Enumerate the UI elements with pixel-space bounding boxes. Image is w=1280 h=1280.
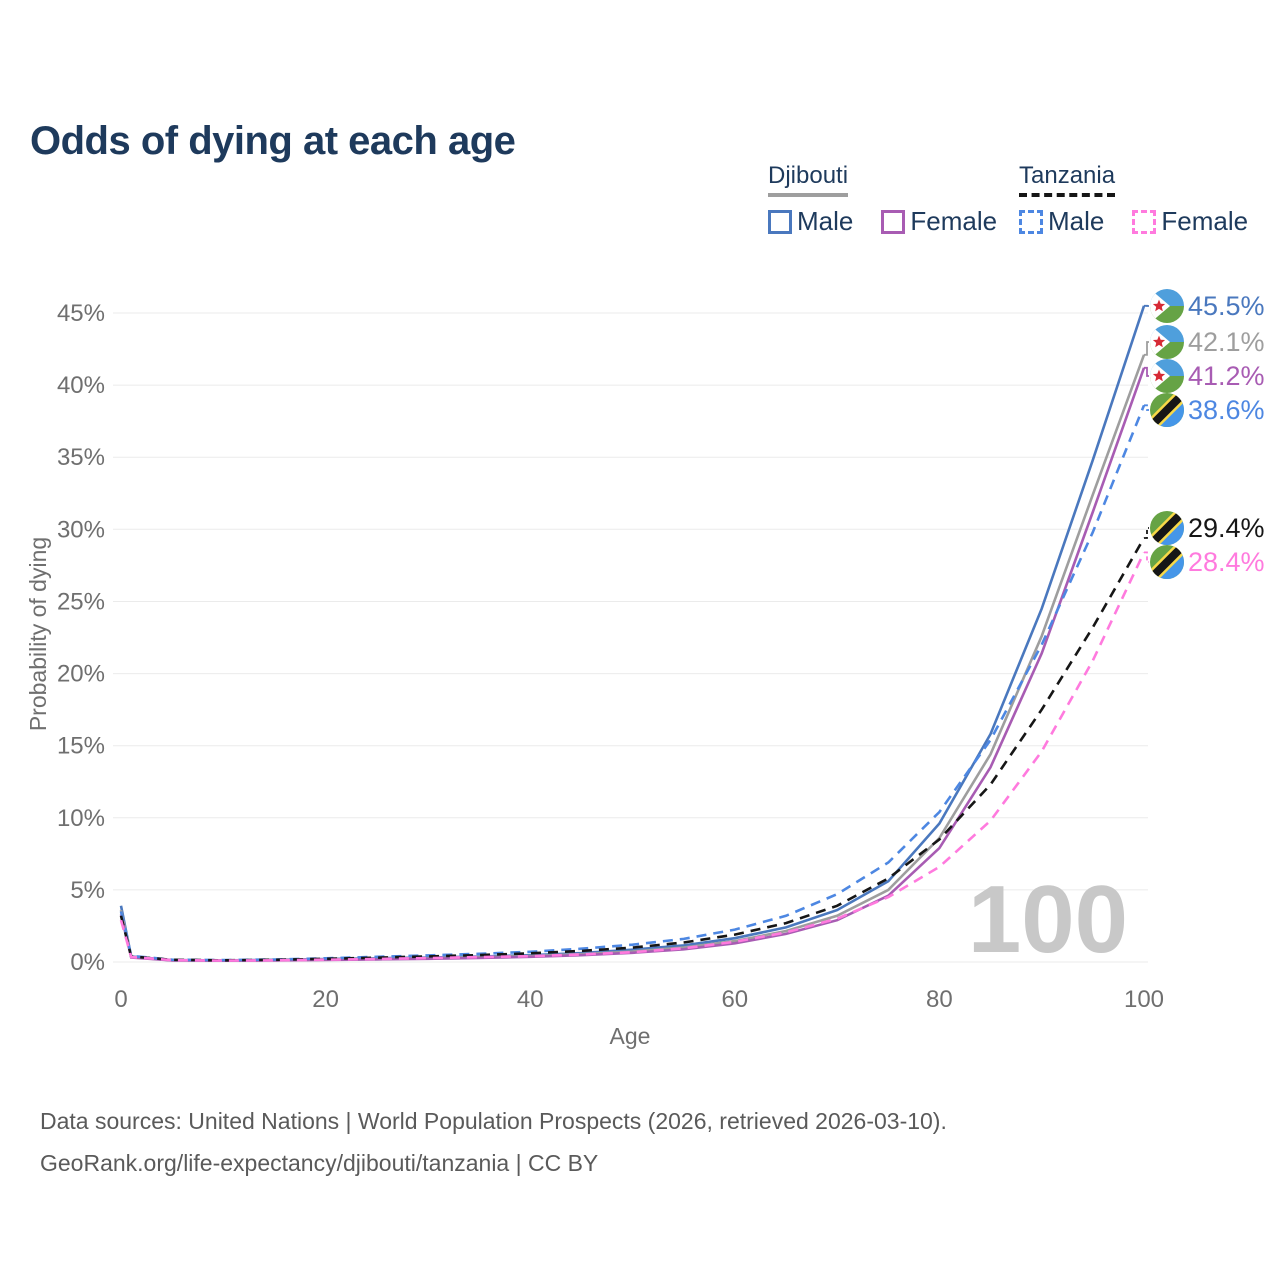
series-line-tanzania-female [119,551,1146,962]
legend-country-tanzania: Tanzania [1019,162,1116,197]
x-tick-0: 0 [114,986,127,1013]
legend-group-tanzania: Tanzania Male Female [1019,162,1276,237]
chart-title: Odds of dying at each age [30,118,516,163]
mortality-line-chart: 0% 5% 10% 15% 20% 25% 30% 35% 40% 45% 0 20 40 60 80 100… [25,289,1265,1049]
y-tick-20pct: 20% [57,661,105,688]
end-connector-djibouti-both [1144,341,1149,356]
legend-item-djibouti-male[interactable]: Male [768,206,853,237]
djibouti-male-swatch-icon [768,209,792,234]
y-axis-title: Probability of dying [25,537,51,731]
end-connector-djibouti-female [1144,366,1149,377]
end-connector-tanzania-male [1144,404,1149,411]
y-tick-0pct: 0% [70,949,105,976]
attribution-text: GeoRank.org/life-expectancy/djibouti/tan… [40,1150,599,1176]
djibouti-flag-icon [1150,325,1184,359]
end-label-djibouti-male: 45.5% [1188,291,1265,321]
end-label-tanzania-both: 29.4% [1188,513,1265,543]
series-line-djibouti-male [119,305,1146,962]
legend-label-djibouti-female: Female [910,206,998,236]
x-tick-80: 80 [926,986,953,1013]
djibouti-flag-icon [1150,289,1184,323]
grid-layer: 0% 5% 10% 15% 20% 25% 30% 35% 40% 45% 0 20 40 60 80 100 [57,300,1164,1013]
x-tick-100: 100 [1124,986,1164,1013]
tanzania-flag-icon [1150,545,1184,579]
legend-group-djibouti: Djibouti Male Female [768,162,1025,237]
legend-item-tanzania-male[interactable]: Male [1019,206,1104,237]
legend-label-djibouti-male: Male [797,206,854,236]
series-layer [119,305,1146,963]
end-connector-tanzania-both [1144,527,1149,539]
djibouti-female-swatch-icon [881,209,906,234]
end-label-djibouti-both: 42.1% [1188,327,1265,357]
legend-label-tanzania-male: Male [1048,206,1105,236]
legend-item-tanzania-female[interactable]: Female [1132,206,1248,237]
y-tick-10pct: 10% [57,805,105,832]
tanzania-flag-icon [1150,393,1184,427]
end-label-tanzania-female: 28.4% [1188,547,1265,577]
end-label-tanzania-male: 38.6% [1188,395,1265,425]
legend-item-djibouti-female[interactable]: Female [881,206,997,237]
legend-label-tanzania-female: Female [1161,206,1249,236]
y-tick-15pct: 15% [57,733,105,760]
end-connector-tanzania-female [1144,551,1149,563]
x-tick-20: 20 [312,986,339,1013]
y-tick-30pct: 30% [57,516,105,543]
legend-items-djibouti: Male Female [768,206,1025,237]
data-sources-text: Data sources: United Nations | World Pop… [40,1108,947,1134]
x-axis-title: Age [610,1023,651,1049]
legend-items-tanzania: Male Female [1019,206,1276,237]
end-label-layer: 45.5% 42.1% 41.2% 38.6% 29.4% 28.4% [1144,289,1265,579]
tanzania-male-swatch-icon [1019,209,1043,234]
legend-country-djibouti: Djibouti [768,162,849,197]
y-tick-25pct: 25% [57,589,105,616]
tanzania-flag-icon [1150,511,1184,545]
series-line-tanzania-male [119,404,1146,962]
tanzania-female-swatch-icon [1132,209,1157,234]
watermark-age-100: 100 [968,866,1128,973]
x-tick-60: 60 [721,986,748,1013]
end-label-djibouti-female: 41.2% [1188,361,1265,391]
x-tick-40: 40 [517,986,544,1013]
y-tick-5pct: 5% [70,877,105,904]
y-tick-35pct: 35% [57,444,105,471]
y-tick-40pct: 40% [57,372,105,399]
y-tick-45pct: 45% [57,300,105,327]
djibouti-flag-icon [1150,359,1184,393]
